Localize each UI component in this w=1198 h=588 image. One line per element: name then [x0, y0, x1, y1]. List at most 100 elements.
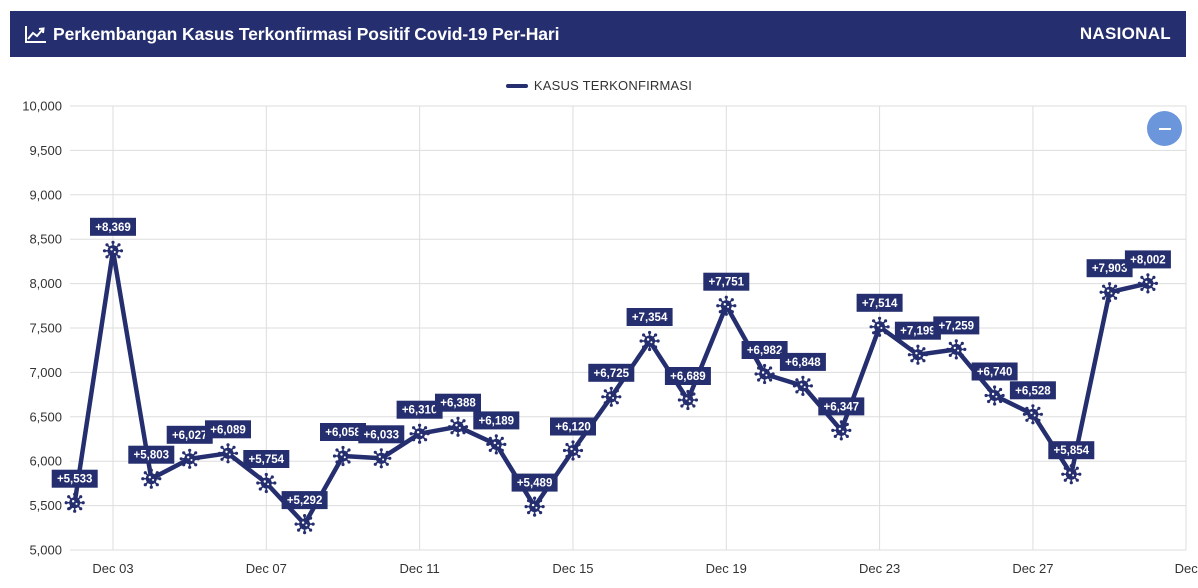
- data-label: +5,754: [243, 450, 290, 468]
- svg-text:+6,033: +6,033: [364, 429, 400, 441]
- svg-text:+6,058: +6,058: [325, 427, 361, 439]
- data-label: +6,089: [205, 420, 251, 439]
- virus-marker-icon: [217, 443, 239, 464]
- svg-text:+6,347: +6,347: [824, 401, 860, 413]
- svg-text:+7,199: +7,199: [900, 326, 936, 338]
- data-label: +7,751: [703, 272, 750, 291]
- data-label: +6,388: [435, 393, 481, 412]
- svg-text:+5,489: +5,489: [517, 478, 553, 490]
- y-tick-label: 7,000: [29, 365, 62, 380]
- svg-text:+6,740: +6,740: [977, 367, 1013, 379]
- y-tick-label: 6,500: [29, 409, 62, 424]
- data-label: +5,854: [1048, 441, 1095, 460]
- virus-marker-icon: [524, 496, 545, 517]
- virus-marker-icon: [332, 445, 354, 467]
- svg-text:+6,982: +6,982: [747, 345, 783, 357]
- virus-marker-icon: [869, 316, 890, 337]
- virus-marker-icon: [64, 492, 85, 513]
- y-tick-label: 5,500: [29, 498, 62, 513]
- data-label: +8,002: [1124, 250, 1171, 269]
- svg-text:+8,002: +8,002: [1130, 254, 1166, 266]
- data-label: +6,982: [741, 341, 788, 359]
- svg-text:+6,388: +6,388: [440, 398, 476, 410]
- line-chart-icon: [25, 25, 47, 43]
- data-label: +5,533: [51, 469, 98, 488]
- y-tick-label: 8,000: [29, 276, 62, 291]
- data-label: +6,740: [971, 362, 1018, 381]
- data-label: +7,514: [856, 293, 903, 312]
- data-label: +6,058: [320, 423, 366, 441]
- x-tick-label: Dec 03: [92, 561, 133, 576]
- legend-swatch: [505, 83, 528, 88]
- virus-marker-icon: [371, 448, 392, 469]
- x-tick-label: Dec 27: [1012, 561, 1053, 576]
- x-tick-label: Dec 07: [246, 561, 287, 576]
- virus-marker-icon: [677, 389, 698, 411]
- svg-text:+5,754: +5,754: [249, 454, 285, 466]
- y-tick-label: 9,000: [29, 187, 62, 202]
- svg-text:+7,354: +7,354: [632, 312, 668, 324]
- data-label: +8,369: [90, 217, 136, 236]
- virus-marker-icon: [256, 472, 277, 494]
- virus-marker-icon: [102, 240, 124, 261]
- series-line: [70, 248, 1151, 527]
- svg-text:+7,903: +7,903: [1092, 263, 1128, 275]
- data-label: +7,354: [626, 308, 673, 326]
- x-tick-label: Dec 11: [400, 561, 440, 576]
- virus-marker-icon: [754, 363, 775, 385]
- virus-marker-icon: [447, 416, 469, 437]
- virus-marker-icon: [486, 434, 507, 455]
- virus-marker-icon: [294, 514, 315, 535]
- virus-marker-icon: [946, 339, 967, 360]
- data-label: +6,528: [1009, 381, 1056, 400]
- y-tick-label: 7,500: [29, 321, 62, 336]
- svg-text:+5,292: +5,292: [287, 495, 323, 507]
- data-label: +6,725: [588, 363, 635, 382]
- virus-marker-icon: [409, 423, 430, 444]
- data-label: +7,259: [933, 316, 980, 335]
- virus-marker-icon: [907, 344, 928, 365]
- svg-text:+6,528: +6,528: [1015, 385, 1051, 397]
- data-label: +6,310: [396, 400, 443, 419]
- y-tick-label: 10,000: [22, 99, 62, 114]
- data-label: +6,120: [550, 417, 596, 436]
- virus-marker-icon: [601, 386, 622, 407]
- svg-text:+6,310: +6,310: [402, 405, 438, 417]
- virus-marker-icon: [639, 330, 660, 352]
- svg-text:+5,533: +5,533: [57, 474, 93, 486]
- svg-text:+6,725: +6,725: [594, 368, 630, 380]
- x-tick-label: Dec 19: [706, 561, 747, 576]
- x-tick-label: Dec: [1175, 561, 1198, 576]
- virus-marker-icon: [1137, 273, 1158, 294]
- virus-marker-icon: [141, 468, 162, 489]
- chart-legend[interactable]: KASUS TERKONFIRMASI: [0, 78, 1198, 93]
- svg-text:+6,189: +6,189: [479, 415, 515, 427]
- minus-icon: [1158, 127, 1171, 130]
- y-tick-label: 8,500: [29, 232, 62, 247]
- virus-marker-icon: [562, 440, 584, 461]
- data-label: +5,489: [511, 473, 558, 492]
- svg-text:+5,803: +5,803: [134, 450, 170, 462]
- x-tick-label: Dec 23: [859, 561, 900, 576]
- data-label: +7,199: [894, 321, 941, 340]
- svg-text:+6,120: +6,120: [555, 422, 591, 434]
- data-label: +6,189: [473, 411, 520, 430]
- svg-text:+6,027: +6,027: [172, 430, 208, 442]
- virus-marker-icon: [831, 420, 852, 441]
- svg-text:+6,089: +6,089: [210, 424, 246, 436]
- data-label: +6,689: [664, 367, 711, 385]
- zoom-out-button[interactable]: [1147, 111, 1182, 146]
- svg-text:+8,369: +8,369: [95, 222, 131, 234]
- data-label: +6,347: [818, 397, 865, 416]
- x-tick-label: Dec 15: [552, 561, 593, 576]
- data-label: +5,803: [128, 445, 175, 464]
- data-label: +6,848: [779, 352, 826, 371]
- y-tick-label: 6,000: [29, 454, 62, 469]
- svg-text:+5,854: +5,854: [1054, 445, 1090, 457]
- virus-marker-icon: [984, 385, 1005, 406]
- chart-title: Perkembangan Kasus Terkonfirmasi Positif…: [53, 23, 560, 44]
- virus-marker-icon: [179, 448, 200, 469]
- virus-marker-icon: [1022, 404, 1043, 425]
- svg-text:+6,848: +6,848: [785, 357, 821, 369]
